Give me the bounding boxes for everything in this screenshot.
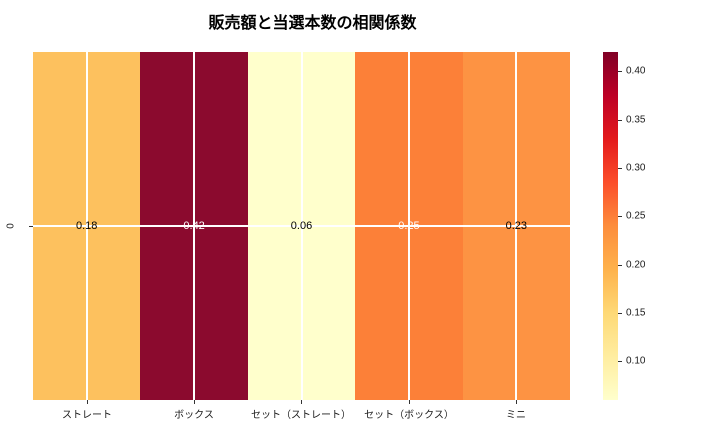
x-tick-mark — [516, 400, 517, 404]
colorbar-tick-label: 0.35 — [626, 114, 646, 126]
colorbar-tick-mark — [618, 265, 622, 266]
cell-value: 0.18 — [75, 220, 98, 232]
cell-value: 0.06 — [290, 220, 313, 232]
colorbar-tick-label: 0.40 — [626, 65, 646, 77]
x-tick-label: ストレート — [62, 410, 112, 421]
colorbar-tick-mark — [618, 120, 622, 121]
chart-title: 販売額と当選本数の相関係数 — [208, 15, 417, 32]
colorbar-tick-mark — [618, 361, 622, 362]
colorbar-tick-mark — [618, 216, 622, 217]
y-tick-mark — [29, 226, 33, 227]
x-tick-mark — [87, 400, 88, 404]
x-tick-mark — [194, 400, 195, 404]
x-tick-label: セット（ストレート） — [251, 410, 351, 421]
x-tick-mark — [301, 400, 302, 404]
x-tick-label: ミニ — [506, 410, 526, 421]
colorbar-tick-label: 0.10 — [626, 355, 646, 367]
colorbar-tick-mark — [618, 71, 622, 72]
colorbar-tick-label: 0.15 — [626, 307, 646, 319]
gridline-horizontal — [33, 225, 570, 227]
colorbar-tick-label: 0.30 — [626, 162, 646, 174]
colorbar-tick-label: 0.20 — [626, 259, 646, 271]
x-tick-mark — [409, 400, 410, 404]
cell-value: 0.42 — [183, 220, 205, 232]
colorbar — [603, 52, 618, 400]
colorbar-tick-mark — [618, 168, 622, 169]
cell-value: 0.23 — [505, 220, 528, 232]
colorbar-tick-mark — [618, 313, 622, 314]
heatmap-grid: 0.18 0.42 0.06 0.25 0.23 — [33, 52, 571, 400]
cell-value: 0.25 — [398, 220, 420, 232]
x-tick-label: セット（ボックス） — [364, 410, 454, 421]
y-tick-label: 0 — [5, 223, 17, 229]
x-tick-label: ボックス — [174, 410, 214, 421]
colorbar-tick-label: 0.25 — [626, 210, 646, 222]
